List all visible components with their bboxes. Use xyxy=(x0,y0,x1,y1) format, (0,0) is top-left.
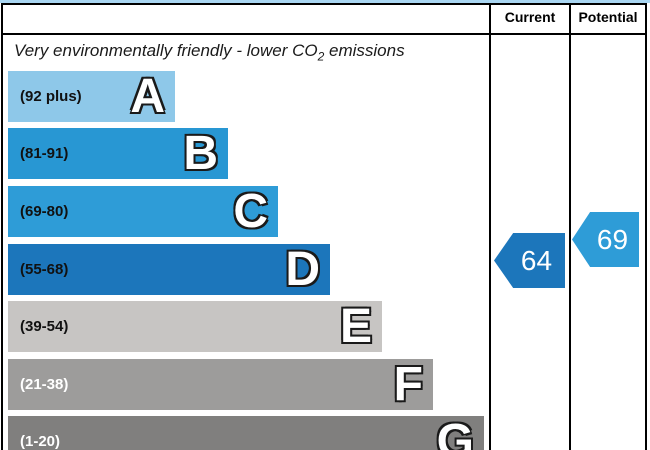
band-bar-a: (92 plus) A xyxy=(8,71,175,122)
band-range-label: (21-38) xyxy=(20,376,69,393)
chart-title-subscript: 2 xyxy=(317,49,325,64)
band-bar-f: (21-38) F xyxy=(8,359,433,410)
potential-column-header: Potential xyxy=(578,9,638,25)
band-bar-b: (81-91) B xyxy=(8,128,228,179)
border-left xyxy=(1,3,3,450)
band-range-label: (1-20) xyxy=(20,433,61,450)
border-right xyxy=(645,3,647,450)
band-letter: D xyxy=(284,242,321,296)
band-letter: A xyxy=(129,69,166,123)
band-bar-c: (69-80) C xyxy=(8,186,278,237)
potential-rating-arrow: 69 xyxy=(572,212,639,267)
chart-title-suffix: emissions xyxy=(324,41,405,60)
band-letter: G xyxy=(435,414,475,450)
current-column-divider xyxy=(489,3,491,450)
band-range-label: (81-91) xyxy=(20,145,69,162)
band-letter: F xyxy=(392,357,424,411)
header-divider xyxy=(1,33,647,35)
band-letter: E xyxy=(339,299,374,353)
band-letter: B xyxy=(182,126,219,180)
band-bar-e: (39-54) E xyxy=(8,301,382,352)
current-column-header: Current xyxy=(504,9,556,25)
potential-column-divider xyxy=(569,3,571,450)
chart-title-text: Very environmentally friendly - lower CO xyxy=(14,41,318,60)
band-letter: C xyxy=(232,184,269,238)
current-rating-arrow: 64 xyxy=(494,233,565,288)
border-top xyxy=(1,3,647,5)
band-range-label: (92 plus) xyxy=(20,88,82,105)
top-accent-strip xyxy=(0,0,650,3)
chart-title: Very environmentally friendly - lower CO… xyxy=(14,41,405,63)
band-bar-d: (55-68) D xyxy=(8,244,330,295)
current-rating-value: 64 xyxy=(520,244,553,276)
potential-rating-value: 69 xyxy=(596,223,629,255)
band-bar-g: (1-20) G xyxy=(8,416,484,450)
band-range-label: (55-68) xyxy=(20,261,69,278)
band-range-label: (39-54) xyxy=(20,318,69,335)
band-range-label: (69-80) xyxy=(20,203,69,220)
